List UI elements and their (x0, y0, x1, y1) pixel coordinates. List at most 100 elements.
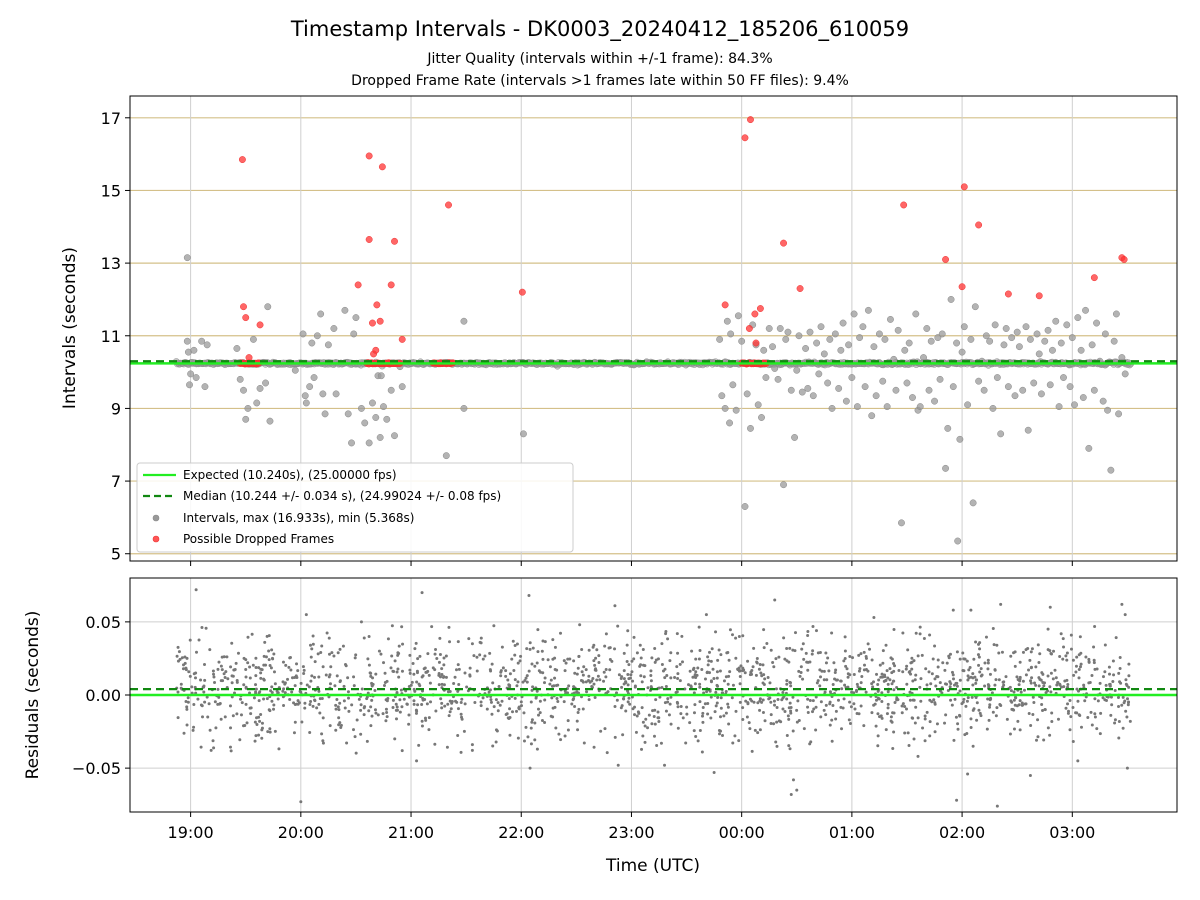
residual-point (440, 667, 444, 671)
residual-point (223, 715, 227, 719)
residual-point (1127, 685, 1131, 689)
residual-point (585, 690, 589, 694)
interval-point (853, 403, 861, 411)
residual-point (1033, 681, 1037, 685)
interval-point (1063, 321, 1071, 329)
residual-point (706, 701, 710, 705)
residual-point (1071, 706, 1075, 710)
residual-point (923, 714, 927, 718)
residual-point (409, 683, 413, 687)
residual-point (924, 667, 928, 671)
y-tick-label: −0.05 (72, 759, 121, 778)
residual-point (913, 678, 917, 682)
residual-point (262, 697, 266, 701)
residual-point (212, 672, 216, 676)
residual-point (795, 708, 799, 712)
residual-point (255, 716, 259, 720)
residual-point (958, 657, 962, 661)
residual-point (220, 668, 224, 672)
residual-point (577, 707, 581, 711)
residual-point (575, 719, 579, 723)
interval-point (716, 335, 724, 343)
residual-point (639, 674, 643, 678)
residual-point (510, 710, 514, 714)
interval-point (804, 384, 812, 392)
residual-point (460, 697, 464, 701)
interval-point (306, 383, 314, 391)
residual-point (425, 702, 429, 706)
residual-point (370, 683, 374, 687)
residual-point (828, 690, 832, 694)
residual-point (465, 685, 469, 689)
residual-point (716, 684, 720, 688)
intervals-legend: Expected (10.240s), (25.00000 fps) Media… (136, 462, 574, 553)
residual-point (209, 748, 213, 752)
residual-point (435, 657, 439, 661)
residual-point (550, 696, 554, 700)
residual-point (562, 659, 566, 663)
residual-point (965, 659, 969, 663)
residual-point (299, 681, 303, 685)
interval-point (1055, 403, 1063, 411)
residual-point (576, 728, 580, 732)
residual-point (352, 675, 356, 679)
residual-point (200, 715, 204, 719)
residual-point (641, 734, 645, 738)
residual-point (631, 679, 635, 683)
residual-point (949, 698, 953, 702)
residual-point (367, 663, 371, 667)
residual-point (930, 700, 934, 704)
interval-point (1112, 310, 1120, 318)
dropped-frame-point (741, 134, 749, 142)
residual-point (956, 722, 960, 726)
residual-point (470, 743, 474, 747)
residual-point (1027, 712, 1031, 716)
residual-point (802, 727, 806, 731)
residual-point (536, 707, 540, 711)
residual-point (423, 716, 427, 720)
residual-point (440, 672, 444, 676)
residual-point (219, 717, 223, 721)
residual-point (217, 660, 221, 664)
residual-point (369, 674, 373, 678)
residual-point (1001, 680, 1005, 684)
dropped-frame-point (365, 152, 373, 160)
interval-point (1052, 317, 1060, 325)
interval-point (1085, 444, 1093, 452)
residual-point (1040, 703, 1044, 707)
residual-point (640, 680, 644, 684)
interval-point (313, 332, 321, 340)
residual-point (772, 699, 776, 703)
residual-point (776, 697, 780, 701)
residual-point (830, 718, 834, 722)
residual-point (1066, 711, 1070, 715)
residual-point (975, 718, 979, 722)
residual-point (733, 734, 737, 738)
residual-point (203, 678, 207, 682)
residual-point (646, 686, 650, 690)
residual-point (965, 732, 969, 736)
residual-point (995, 706, 999, 710)
residual-point (442, 675, 446, 679)
residual-point (986, 697, 990, 701)
residual-point (301, 665, 305, 669)
residual-point (975, 701, 979, 705)
residual-point (337, 708, 341, 712)
residual-point (986, 661, 990, 665)
residual-point (1012, 690, 1016, 694)
residual-point (994, 678, 998, 682)
residual-point (282, 687, 286, 691)
residual-point (235, 680, 239, 684)
residual-point (750, 749, 754, 753)
residual-point (830, 631, 834, 635)
residual-point (491, 681, 495, 685)
interval-point (879, 377, 887, 385)
residual-point (658, 695, 662, 699)
residual-point (267, 649, 271, 653)
residual-point (714, 630, 718, 634)
residual-point (456, 733, 460, 737)
dropped-frame-point (391, 237, 398, 245)
residual-point (1028, 773, 1032, 777)
dropped-frame-point (1004, 290, 1012, 298)
residual-point (793, 631, 797, 635)
